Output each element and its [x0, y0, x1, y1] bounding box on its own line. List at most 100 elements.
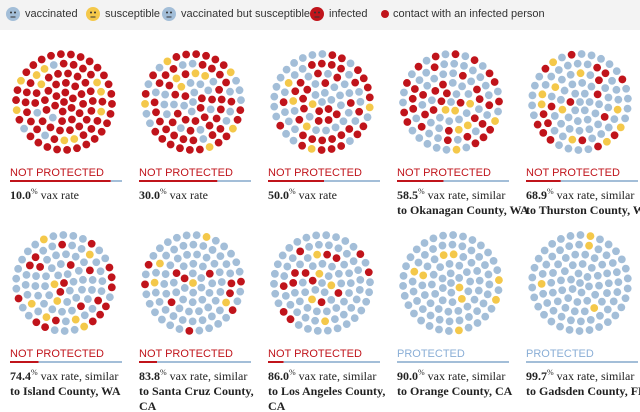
person-dot [541, 80, 550, 89]
person-dot [462, 143, 471, 152]
person-dot [210, 259, 219, 268]
person-dot [466, 277, 475, 286]
person-dot [180, 284, 189, 292]
person-dot [58, 107, 67, 116]
person-dot [431, 87, 440, 95]
person-dot [447, 98, 455, 106]
person-dot [323, 326, 332, 335]
caption-line: to Orange County, CA [397, 384, 513, 398]
person-dot [605, 60, 614, 69]
legend-item: contact with an infected person [381, 8, 545, 20]
person-dot [172, 53, 181, 61]
person-dot [551, 83, 560, 92]
person-dot [205, 269, 214, 278]
person-dot [438, 274, 447, 283]
person-dot [422, 68, 431, 77]
person-dot [160, 280, 169, 288]
person-dot [300, 104, 308, 113]
person-dot [179, 241, 188, 250]
person-dot [170, 245, 179, 254]
person-dot [332, 233, 340, 242]
person-dot [603, 305, 612, 314]
person-dot [430, 63, 439, 72]
rate-unit: % [418, 368, 425, 377]
person-dot [604, 103, 613, 112]
person-dot [202, 51, 210, 60]
person-dot [175, 304, 184, 313]
person-dot [81, 78, 90, 87]
person-dot [322, 307, 331, 316]
person-dot [161, 90, 170, 99]
person-dot [181, 70, 190, 79]
person-dot [303, 85, 312, 94]
person-dot [556, 246, 564, 255]
legend-item: vaccinated [6, 7, 78, 21]
person-dot [547, 102, 556, 111]
person-dot [603, 289, 611, 297]
person-dot [21, 280, 30, 289]
person-dot [462, 109, 471, 117]
person-dot [412, 245, 421, 254]
person-dot [68, 241, 77, 250]
person-dot [107, 273, 116, 282]
person-dot [423, 262, 432, 271]
person-dot [435, 325, 443, 334]
person-dot [493, 87, 502, 96]
person-dot [103, 119, 111, 128]
person-dot [36, 263, 45, 271]
person-dot [327, 295, 336, 304]
person-dot [304, 72, 313, 81]
person-dot [454, 125, 463, 134]
person-dot [88, 276, 97, 284]
person-dot [305, 112, 314, 121]
person-dot [530, 293, 539, 302]
person-dot [337, 131, 346, 140]
person-dot [66, 261, 75, 269]
person-dot [233, 115, 242, 124]
person-dot [196, 103, 205, 112]
person-dot [83, 295, 92, 303]
person-dot [195, 145, 204, 154]
person-dot [612, 67, 621, 76]
person-dot [450, 59, 459, 68]
rate-unit: % [289, 187, 296, 196]
person-dot [208, 246, 217, 254]
person-dot [32, 318, 41, 327]
person-dot [205, 324, 214, 333]
person-dot [475, 276, 484, 285]
person-dot [26, 79, 35, 87]
person-dot [215, 306, 224, 315]
dot-cloud [528, 50, 632, 154]
person-dot [191, 69, 200, 78]
person-dot [431, 289, 440, 298]
person-dot [594, 245, 603, 254]
person-dot [351, 78, 360, 87]
person-dot [98, 277, 107, 286]
person-dot [547, 317, 556, 326]
person-dot [52, 80, 60, 89]
rate-unit: % [289, 368, 296, 377]
person-dot [155, 297, 164, 306]
person-dot [463, 121, 472, 130]
person-dot [141, 99, 149, 108]
person-dot [407, 70, 416, 79]
person-dot [553, 297, 562, 306]
person-dot [454, 306, 463, 315]
person-dot [151, 308, 159, 317]
vax-rate: 58.5 [397, 188, 418, 202]
person-dot [324, 105, 333, 113]
person-dot [596, 235, 604, 244]
rate-unit: % [160, 368, 167, 377]
person-dot [345, 89, 354, 97]
person-dot [598, 297, 606, 306]
person-dot [31, 240, 40, 249]
person-dot [185, 145, 194, 154]
person-dot [328, 135, 337, 143]
person-dot [50, 326, 59, 334]
person-dot [202, 233, 211, 241]
person-dot [345, 289, 353, 297]
person-dot [208, 131, 217, 139]
person-dot [192, 231, 201, 240]
person-dot [617, 255, 626, 264]
person-dot [354, 66, 362, 75]
